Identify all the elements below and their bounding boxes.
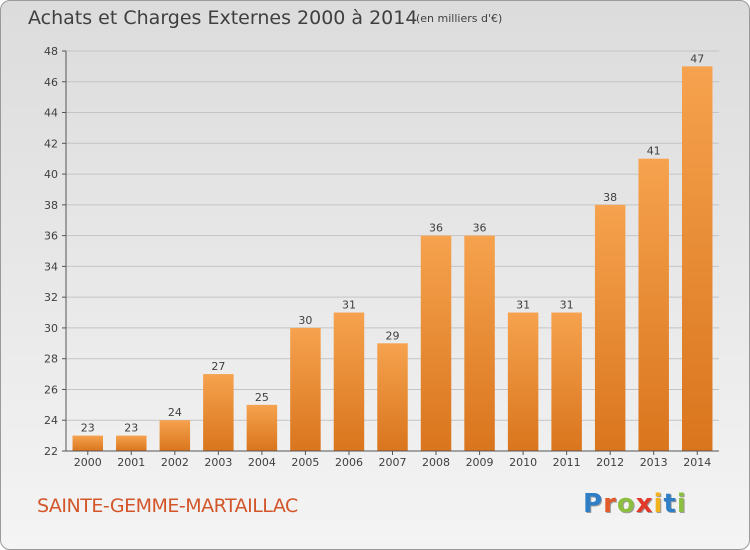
chart-title: Achats et Charges Externes 2000 à 2014 bbox=[28, 7, 418, 29]
bar bbox=[594, 204, 626, 451]
y-tick-label: 46 bbox=[44, 76, 58, 89]
bar bbox=[246, 404, 278, 451]
y-tick-label: 38 bbox=[44, 199, 58, 212]
y-tick-label: 48 bbox=[44, 45, 58, 58]
logo-letter: i bbox=[676, 489, 687, 519]
data-label: 36 bbox=[473, 222, 487, 235]
x-tick-label: 2003 bbox=[204, 456, 232, 469]
data-label: 29 bbox=[386, 329, 400, 342]
bar bbox=[464, 235, 495, 451]
x-tick-label: 2007 bbox=[379, 456, 407, 469]
y-tick-label: 42 bbox=[44, 137, 58, 150]
x-tick-label: 2004 bbox=[248, 456, 276, 469]
x-tick-label: 2002 bbox=[161, 456, 189, 469]
bar bbox=[72, 435, 104, 451]
data-label: 38 bbox=[603, 191, 617, 204]
x-tick-label: 2008 bbox=[422, 456, 450, 469]
y-tick-label: 44 bbox=[44, 107, 58, 120]
x-tick-label: 2000 bbox=[74, 456, 102, 469]
y-tick-label: 34 bbox=[44, 260, 58, 273]
y-tick-label: 30 bbox=[44, 322, 58, 335]
proxiti-logo: Proxiti bbox=[583, 489, 687, 519]
data-label: 31 bbox=[560, 299, 574, 312]
logo-letter: o bbox=[616, 489, 636, 519]
bar bbox=[159, 420, 191, 451]
bar bbox=[290, 327, 321, 451]
logo-letter: P bbox=[583, 489, 604, 519]
data-label: 31 bbox=[516, 299, 530, 312]
x-tick-label: 2012 bbox=[596, 456, 624, 469]
data-label: 36 bbox=[429, 222, 443, 235]
logo-letter: r bbox=[603, 489, 617, 519]
bar bbox=[638, 158, 669, 451]
bar bbox=[420, 235, 452, 451]
bar bbox=[681, 66, 713, 451]
bar bbox=[116, 435, 147, 451]
data-label: 23 bbox=[124, 422, 138, 435]
data-label: 23 bbox=[81, 422, 95, 435]
data-label: 31 bbox=[342, 299, 356, 312]
bar bbox=[551, 312, 582, 451]
bar bbox=[507, 312, 539, 451]
x-tick-label: 2009 bbox=[466, 456, 494, 469]
data-label: 27 bbox=[211, 360, 225, 373]
x-tick-label: 2001 bbox=[117, 456, 145, 469]
data-label: 25 bbox=[255, 391, 269, 404]
logo-letter: x bbox=[635, 489, 654, 519]
y-tick-label: 28 bbox=[44, 353, 58, 366]
y-tick-label: 24 bbox=[44, 414, 58, 427]
data-label: 41 bbox=[647, 145, 661, 158]
x-tick-label: 2010 bbox=[509, 456, 537, 469]
y-tick-label: 36 bbox=[44, 230, 58, 243]
bar bbox=[377, 343, 408, 451]
chart-subtitle: (en milliers d'€) bbox=[416, 12, 503, 25]
logo-letter: i bbox=[653, 489, 664, 519]
x-tick-label: 2011 bbox=[553, 456, 581, 469]
commune-name: SAINTE-GEMME-MARTAILLAC bbox=[37, 495, 298, 517]
y-tick-label: 22 bbox=[44, 445, 58, 458]
y-tick-label: 40 bbox=[44, 168, 58, 181]
y-tick-label: 26 bbox=[44, 383, 58, 396]
bar bbox=[333, 312, 365, 451]
data-label: 30 bbox=[298, 314, 312, 327]
x-tick-label: 2006 bbox=[335, 456, 363, 469]
logo-letter: t bbox=[663, 489, 677, 519]
x-tick-label: 2013 bbox=[640, 456, 668, 469]
x-tick-label: 2005 bbox=[291, 456, 319, 469]
x-tick-label: 2014 bbox=[683, 456, 711, 469]
data-label: 24 bbox=[168, 406, 182, 419]
y-tick-label: 32 bbox=[44, 291, 58, 304]
data-label: 47 bbox=[690, 52, 704, 65]
bar bbox=[203, 374, 234, 451]
